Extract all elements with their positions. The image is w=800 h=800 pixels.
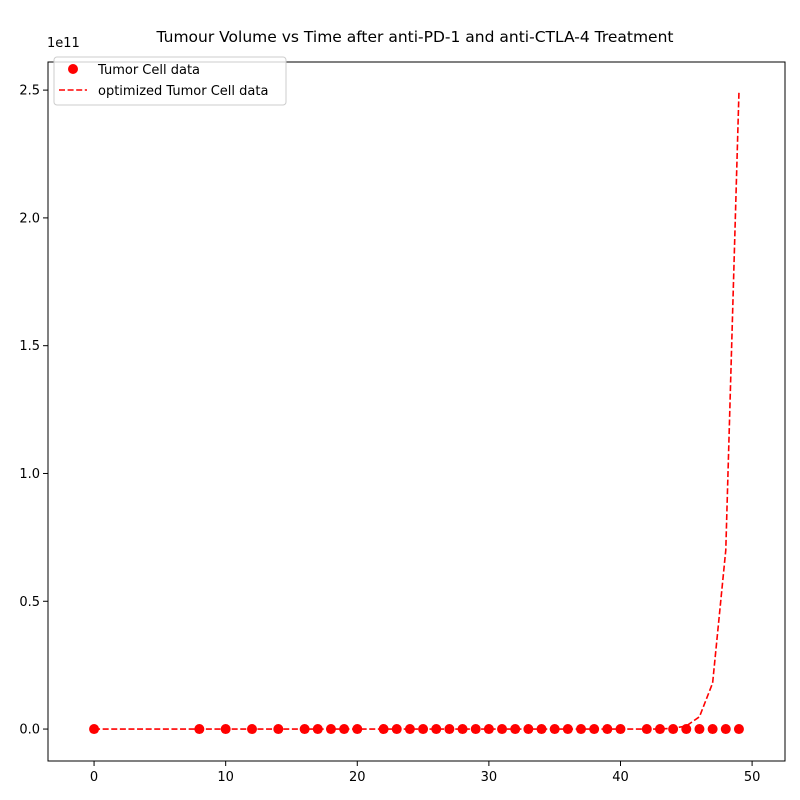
data-point-tumor-cell [497,724,508,735]
legend-label-tumor-cell-data: Tumor Cell data [97,63,200,78]
data-point-tumor-cell [352,724,363,735]
chart-title: Tumour Volume vs Time after anti-PD-1 an… [156,28,674,46]
data-point-tumor-cell [220,724,231,735]
legend-label-optimized-tumor-cell-data: optimized Tumor Cell data [98,84,268,99]
data-point-tumor-cell [246,724,257,735]
x-tick-label: 10 [217,770,234,785]
x-tick-label: 0 [90,770,98,785]
data-point-tumor-cell [483,724,494,735]
data-point-tumor-cell [707,724,718,735]
data-point-tumor-cell [312,724,323,735]
data-point-tumor-cell [470,724,481,735]
data-point-tumor-cell [339,724,350,735]
x-tick-label: 30 [481,770,498,785]
data-point-tumor-cell [391,724,402,735]
y-tick-label: 1.5 [19,339,40,354]
y-tick-label: 0.5 [19,595,40,610]
data-point-tumor-cell [418,724,429,735]
data-point-tumor-cell [720,724,731,735]
data-point-tumor-cell [654,724,665,735]
data-point-tumor-cell [549,724,560,735]
series-line-optimized-tumor-cell-data [94,92,740,730]
data-point-tumor-cell [602,724,613,735]
data-point-tumor-cell [615,724,626,735]
data-point-tumor-cell [733,724,744,735]
plot-area [89,92,744,735]
data-point-tumor-cell [299,724,310,735]
data-point-tumor-cell [641,724,652,735]
data-point-tumor-cell [444,724,455,735]
data-point-tumor-cell [536,724,547,735]
data-point-tumor-cell [510,724,521,735]
data-point-tumor-cell [457,724,468,735]
data-point-tumor-cell [589,724,600,735]
data-point-tumor-cell [404,724,415,735]
y-tick-label: 2.0 [19,211,40,226]
legend-box [53,56,287,106]
data-point-tumor-cell [378,724,389,735]
x-axis: 0 10 20 30 40 50 [90,761,760,785]
legend-marker-tumor-cell-data [68,64,78,74]
data-point-tumor-cell [576,724,587,735]
data-point-tumor-cell [325,724,336,735]
x-tick-label: 40 [612,770,629,785]
data-point-tumor-cell [431,724,442,735]
y-tick-label: 0.0 [19,723,40,738]
data-point-tumor-cell [89,724,100,735]
data-point-tumor-cell [681,724,692,735]
y-tick-label: 1.0 [19,467,40,482]
data-point-tumor-cell [273,724,284,735]
x-tick-label: 50 [744,770,761,785]
y-tick-label: 2.5 [19,84,40,99]
data-point-tumor-cell [523,724,534,735]
data-point-tumor-cell [694,724,705,735]
data-point-tumor-cell [194,724,205,735]
data-point-tumor-cell [562,724,573,735]
x-tick-label: 20 [349,770,366,785]
legend: Tumor Cell data optimized Tumor Cell dat… [53,56,287,106]
y-axis: 0.0 0.5 1.0 1.5 2.0 2.5 [19,84,48,738]
y-offset-text: 1e11 [47,36,80,51]
data-point-tumor-cell [668,724,679,735]
plot-frame [47,61,786,762]
